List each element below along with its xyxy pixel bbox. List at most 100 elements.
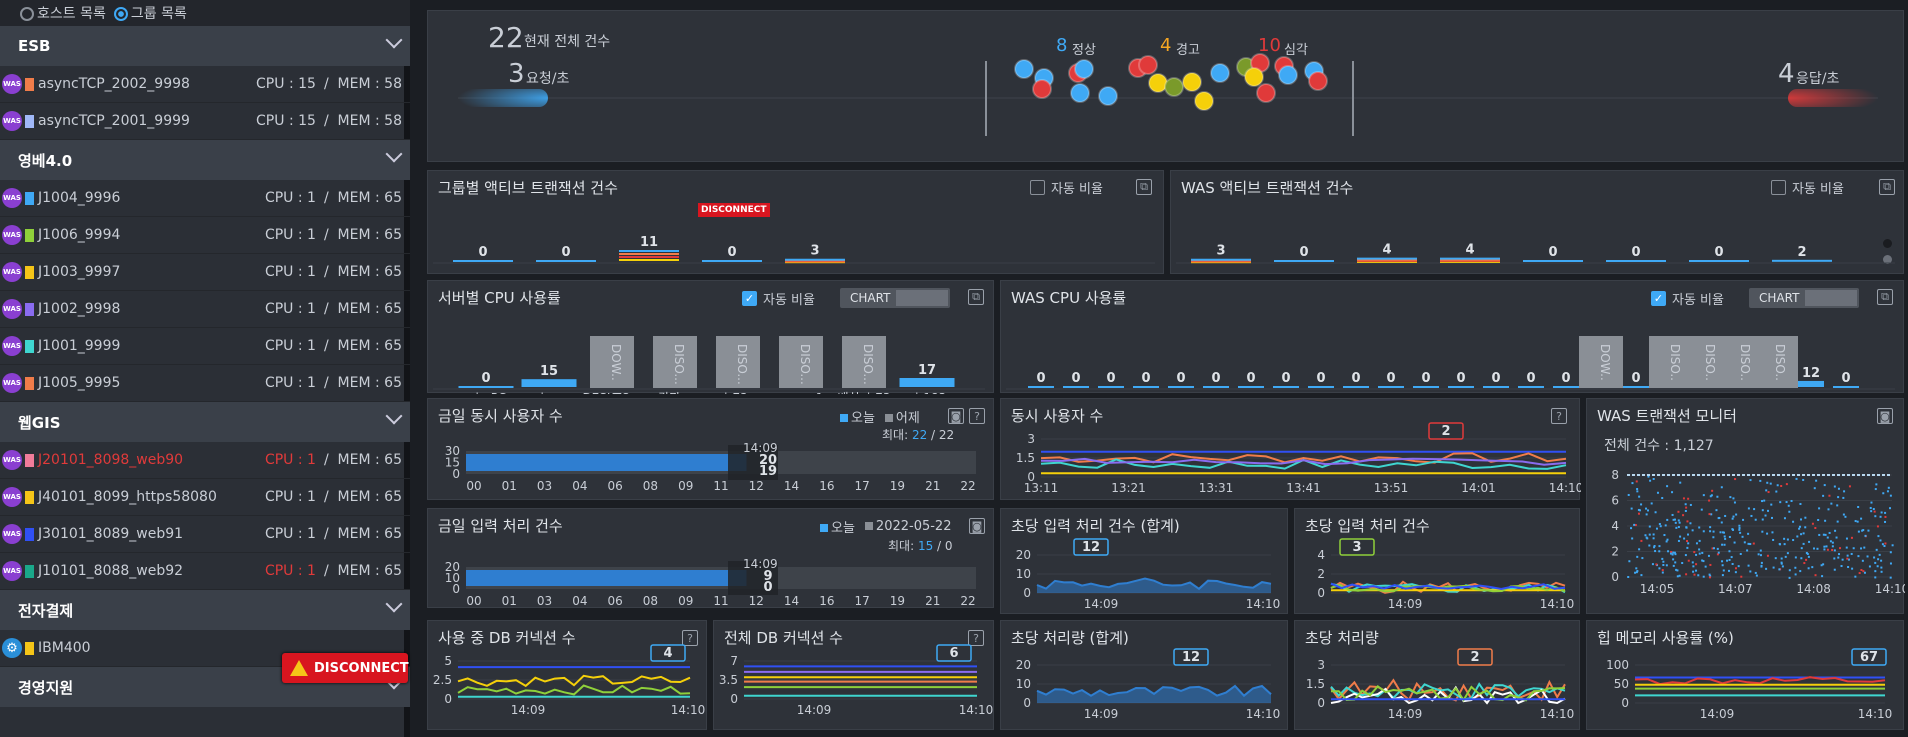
host-name: asyncTCP_2002_9998 (38, 76, 190, 92)
scatter-point (1732, 515, 1735, 518)
help-icon[interactable]: ? (968, 630, 984, 646)
scatter-point (1737, 565, 1740, 568)
panel-title: 초당 처리량 (1305, 629, 1379, 647)
radio-host-list[interactable]: 호스트 목록 (20, 3, 106, 23)
scatter-point (1671, 491, 1674, 494)
host-item[interactable]: WAS J1004_9996 CPU : 1 / MEM : 65 (0, 180, 410, 217)
host-item[interactable]: WAS asyncTCP_2002_9998 CPU : 15 / MEM : 58 (0, 66, 410, 103)
host-item[interactable]: ⚙ IBM400 (0, 630, 410, 667)
x-tick-label: 14:10 (671, 703, 706, 717)
help-icon[interactable]: ? (969, 408, 985, 424)
settings-icon[interactable]: ◙ (948, 408, 964, 424)
panel-title: 금일 입력 처리 건수 (438, 517, 563, 535)
host-item[interactable]: WAS J1005_9995 CPU : 1 / MEM : 65 (0, 365, 410, 402)
chart-toggle-switch[interactable]: CHART (840, 288, 950, 308)
bar (1623, 386, 1649, 388)
scatter-point (1702, 560, 1705, 563)
scatter-point (1686, 546, 1689, 549)
disconnected-bar (653, 336, 697, 388)
help-icon[interactable]: ? (682, 630, 698, 646)
scatter-point (1636, 555, 1639, 558)
db-total-panel: 전체 DB 커넥션 수 ? 0 3.5 7 14:09 14:10 6 (713, 620, 994, 730)
scatter-point (1754, 571, 1757, 574)
scatter-point (1884, 511, 1887, 514)
host-item[interactable]: WAS J40101_8099_https58080 CPU : 1 / MEM : … (0, 479, 410, 516)
disconnect-alert-button[interactable]: DISCONNECT (282, 653, 409, 683)
scatter-point (1673, 551, 1676, 554)
popup-icon[interactable]: ⧉ (968, 289, 984, 305)
popup-icon[interactable]: ⧉ (1879, 179, 1895, 195)
scatter-point (1867, 529, 1870, 532)
scatter-point (1701, 559, 1704, 562)
host-item[interactable]: WAS J20101_8098_web90 CPU : 1 / MEM : 65 (0, 442, 410, 479)
settings-icon[interactable]: ◙ (1877, 408, 1893, 424)
host-item[interactable]: WAS asyncTCP_2001_9999 CPU : 15 / MEM : 58 (0, 103, 410, 140)
scatter-point (1700, 508, 1703, 511)
scatter-point (1670, 551, 1673, 554)
scatter-point (1811, 566, 1814, 569)
auto-ratio-checkbox[interactable]: 자동 비율 (1771, 178, 1844, 197)
scatter-point (1884, 515, 1887, 518)
scatter-point (1731, 528, 1734, 531)
scatter-point (1824, 533, 1827, 536)
scatter-point (1720, 486, 1723, 489)
auto-ratio-checkbox[interactable]: ✓ 자동 비율 (1651, 289, 1724, 308)
host-item[interactable]: WAS J1002_9998 CPU : 1 / MEM : 65 (0, 291, 410, 328)
auto-ratio-checkbox[interactable]: ✓ 자동 비율 (742, 289, 815, 308)
group-header[interactable]: 전자결제 (0, 590, 410, 630)
scatter-point (1761, 509, 1764, 512)
host-item[interactable]: WAS J1006_9994 CPU : 1 / MEM : 65 (0, 217, 410, 254)
y-tick-label: 6 (1611, 494, 1619, 508)
scatter-point (1685, 526, 1688, 529)
auto-ratio-checkbox[interactable]: 자동 비율 (1030, 178, 1103, 197)
chevron-down-icon[interactable] (385, 407, 403, 425)
chart-toggle-switch[interactable]: CHART (1749, 288, 1859, 308)
scatter-point (1659, 525, 1662, 528)
scatter-point (1857, 506, 1860, 509)
popup-icon[interactable]: ⧉ (1877, 289, 1893, 305)
x-tick-label: 강판... (658, 391, 692, 394)
chevron-down-icon[interactable] (385, 31, 403, 49)
radio-group-list[interactable]: 그룹 목록 (113, 3, 187, 23)
chevron-down-icon[interactable] (385, 595, 403, 613)
y-tick-label: 15 (445, 456, 460, 470)
settings-icon[interactable]: ◙ (969, 518, 985, 534)
help-icon[interactable]: ? (1551, 408, 1567, 424)
bar (1028, 386, 1054, 388)
scatter-point (1862, 570, 1865, 573)
host-mem: / MEM : 65 (323, 375, 402, 391)
page-dot[interactable] (1883, 255, 1892, 264)
host-item[interactable]: WAS J10101_8088_web92 CPU : 1 / MEM : 65 (0, 553, 410, 590)
x-tick-label: win-PC (466, 391, 507, 394)
scatter-point (1719, 531, 1722, 534)
scatter-point (1844, 515, 1847, 518)
x-tick-label: 14:09 (511, 703, 546, 717)
x-tick-label: 09 (678, 479, 693, 493)
group-header[interactable]: 영베4.0 (0, 140, 410, 180)
group-header[interactable]: ESB (0, 26, 410, 66)
y-tick-label: 0 (730, 692, 738, 706)
group-header[interactable]: 웹GIS (0, 402, 410, 442)
server-cpu-panel: 서버별 CPU 사용률 ✓자동 비율 CHART ⧉ 0 win-PC 15 win-… (427, 280, 994, 394)
host-item[interactable]: WAS J30101_8089_web91 CPU : 1 / MEM : 65 (0, 516, 410, 553)
host-item[interactable]: WAS J1001_9999 CPU : 1 / MEM : 65 (0, 328, 410, 365)
popup-icon[interactable]: ⧉ (1136, 179, 1152, 195)
chevron-down-icon[interactable] (385, 145, 403, 163)
page-dot-active[interactable] (1883, 239, 1892, 248)
x-tick-label: 13:11 (1024, 481, 1059, 495)
host-item[interactable]: WAS J1003_9997 CPU : 1 / MEM : 65 (0, 254, 410, 291)
status-dot (1194, 91, 1214, 111)
scatter-point (1875, 548, 1878, 551)
x-tick-label: 14 (784, 594, 799, 608)
tps-sum-chart: 0 10 20 14:09 14:10 12 (1016, 538, 1280, 611)
bar-value-label: 0 (727, 245, 736, 260)
scatter-point (1722, 531, 1725, 534)
legend-date: 2022-05-22 (864, 519, 951, 534)
scatter-point (1845, 537, 1848, 540)
today-area (466, 570, 747, 586)
bar-status-label: DOW.. (609, 344, 623, 381)
scatter-point (1860, 569, 1863, 572)
scatter-point (1687, 533, 1690, 536)
host-color-swatch (25, 191, 34, 205)
scatter-point (1889, 551, 1892, 554)
